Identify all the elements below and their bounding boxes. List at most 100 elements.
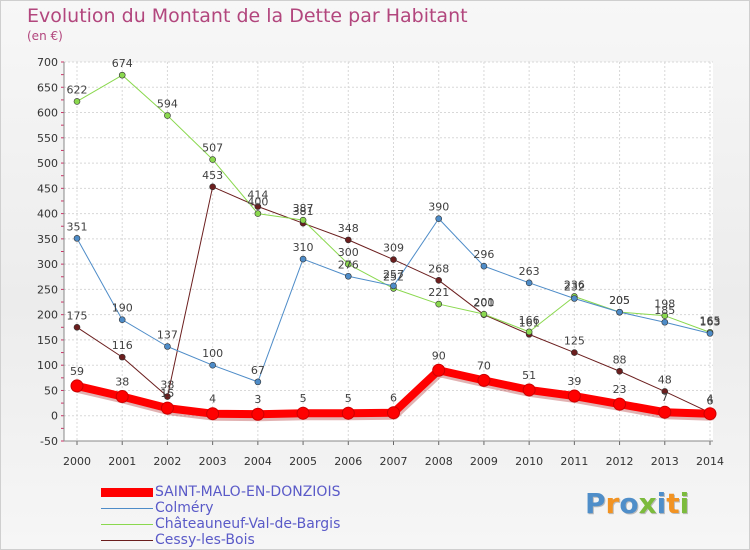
data-label-ch-teauneuf-val-de-bargis: 221 (428, 286, 449, 299)
y-tick-label: 700 (37, 56, 58, 69)
data-label-cessy-les-bois: 200 (473, 297, 494, 310)
y-tick-label: 150 (37, 334, 58, 347)
data-label-colm-ry: 67 (251, 364, 265, 377)
data-point-colm-ry (390, 282, 397, 290)
legend-swatch-ch-teauneuf-val-de-bargis (101, 524, 153, 525)
data-point-ch-teauneuf-val-de-bargis (164, 112, 171, 119)
data-point-colm-ry (344, 272, 352, 280)
y-tick-label: 350 (37, 233, 58, 246)
data-point-saint-malo-en-donziois (387, 406, 400, 420)
data-label-saint-malo-en-donziois: 70 (477, 359, 491, 372)
data-point-cessy-les-bois (616, 367, 623, 375)
data-point-cessy-les-bois (209, 183, 216, 191)
data-point-ch-teauneuf-val-de-bargis (525, 328, 533, 336)
data-point-saint-malo-en-donziois (613, 397, 627, 411)
data-label-ch-teauneuf-val-de-bargis: 594 (157, 98, 178, 111)
logo-letter: o (619, 487, 639, 520)
data-label-colm-ry: 137 (157, 329, 178, 342)
data-label-ch-teauneuf-val-de-bargis: 387 (293, 202, 314, 215)
data-label-cessy-les-bois: 48 (658, 373, 672, 386)
data-point-colm-ry (661, 318, 669, 326)
data-point-cessy-les-bois (661, 388, 669, 395)
proxiti-logo: Proxiti (585, 487, 689, 520)
y-tick-label: 550 (37, 132, 58, 145)
y-tick-label: 450 (37, 182, 58, 195)
line-chart: -50 0 50 100 150 200 250 300 350 400 450 500 550 600 6… (37, 56, 724, 468)
y-tick-label: 50 (44, 384, 58, 397)
y-tick-label: 300 (37, 258, 58, 271)
x-tick-label: 2009 (470, 455, 498, 468)
data-label-cessy-les-bois: 6 (707, 395, 714, 408)
x-tick-label: 2003 (199, 455, 227, 468)
data-point-colm-ry (480, 262, 488, 270)
logo-letter: t (666, 487, 680, 520)
x-tick-label: 2002 (153, 455, 181, 468)
x-tick-label: 2010 (515, 455, 543, 468)
plot-area (64, 62, 713, 441)
data-point-cessy-les-bois (435, 277, 443, 284)
data-label-cessy-les-bois: 88 (613, 353, 627, 366)
data-point-cessy-les-bois (390, 256, 397, 263)
data-label-cessy-les-bois: 453 (202, 169, 223, 182)
data-label-saint-malo-en-donziois: 4 (209, 393, 216, 406)
logo-letter: i (679, 487, 690, 520)
x-tick-label: 2008 (425, 455, 453, 468)
data-label-colm-ry: 232 (564, 280, 585, 293)
data-label-colm-ry: 351 (67, 220, 88, 233)
logo-letter: i (656, 487, 667, 520)
data-label-colm-ry: 296 (473, 248, 494, 261)
data-point-saint-malo-en-donziois (522, 383, 536, 397)
logo-letter: P (585, 487, 606, 520)
data-point-ch-teauneuf-val-de-bargis (209, 156, 216, 163)
data-point-saint-malo-en-donziois (341, 406, 355, 420)
data-label-saint-malo-en-donziois: 39 (567, 375, 581, 388)
data-point-ch-teauneuf-val-de-bargis (254, 210, 262, 217)
data-label-colm-ry: 310 (293, 241, 314, 254)
data-label-cessy-les-bois: 414 (247, 189, 268, 202)
chart-subtitle: (en €) (27, 29, 63, 43)
data-point-colm-ry (118, 316, 126, 324)
data-label-cessy-les-bois: 381 (293, 205, 314, 218)
data-point-colm-ry (525, 279, 533, 287)
data-point-colm-ry (435, 215, 443, 222)
data-label-saint-malo-en-donziois: 59 (70, 365, 84, 378)
logo-letter: x (638, 487, 657, 520)
data-point-saint-malo-en-donziois (70, 379, 84, 393)
y-tick-label: 650 (37, 81, 58, 94)
data-point-ch-teauneuf-val-de-bargis (344, 260, 352, 268)
data-label-cessy-les-bois: 116 (112, 339, 133, 352)
data-point-colm-ry (254, 378, 262, 386)
data-point-saint-malo-en-donziois (567, 389, 581, 403)
data-point-colm-ry (164, 343, 171, 350)
data-label-ch-teauneuf-val-de-bargis: 205 (609, 294, 630, 307)
data-label-colm-ry: 190 (112, 302, 133, 315)
data-label-saint-malo-en-donziois: 4 (707, 393, 714, 406)
x-tick-label: 2000 (63, 455, 91, 468)
data-point-saint-malo-en-donziois (160, 401, 174, 415)
data-label-ch-teauneuf-val-de-bargis: 400 (247, 196, 268, 209)
data-point-saint-malo-en-donziois (115, 390, 129, 404)
y-tick-label: 600 (37, 107, 58, 120)
data-point-ch-teauneuf-val-de-bargis (480, 310, 488, 318)
data-label-saint-malo-en-donziois: 51 (522, 369, 536, 382)
data-point-cessy-les-bois (73, 323, 81, 331)
y-tick-label: -50 (40, 435, 58, 448)
data-label-saint-malo-en-donziois: 6 (390, 392, 397, 405)
data-point-ch-teauneuf-val-de-bargis (661, 312, 669, 319)
data-label-ch-teauneuf-val-de-bargis: 507 (202, 142, 223, 155)
data-label-saint-malo-en-donziois: 90 (432, 349, 446, 362)
y-tick-label: 250 (37, 283, 58, 296)
x-tick-label: 2007 (380, 455, 408, 468)
x-tick-label: 2001 (108, 455, 136, 468)
legend-label-ch-teauneuf-val-de-bargis: Châteauneuf-Val-de-Bargis (155, 516, 341, 532)
data-point-saint-malo-en-donziois (477, 373, 491, 387)
data-label-ch-teauneuf-val-de-bargis: 622 (67, 83, 88, 96)
data-point-colm-ry (209, 361, 216, 369)
legend-swatch-cessy-les-bois (101, 540, 153, 541)
data-label-colm-ry: 205 (609, 294, 630, 307)
data-label-colm-ry: 390 (428, 201, 449, 214)
data-label-colm-ry: 100 (202, 347, 223, 360)
chart-title: Evolution du Montant de la Dette par Hab… (27, 5, 468, 27)
data-point-saint-malo-en-donziois (703, 407, 717, 421)
